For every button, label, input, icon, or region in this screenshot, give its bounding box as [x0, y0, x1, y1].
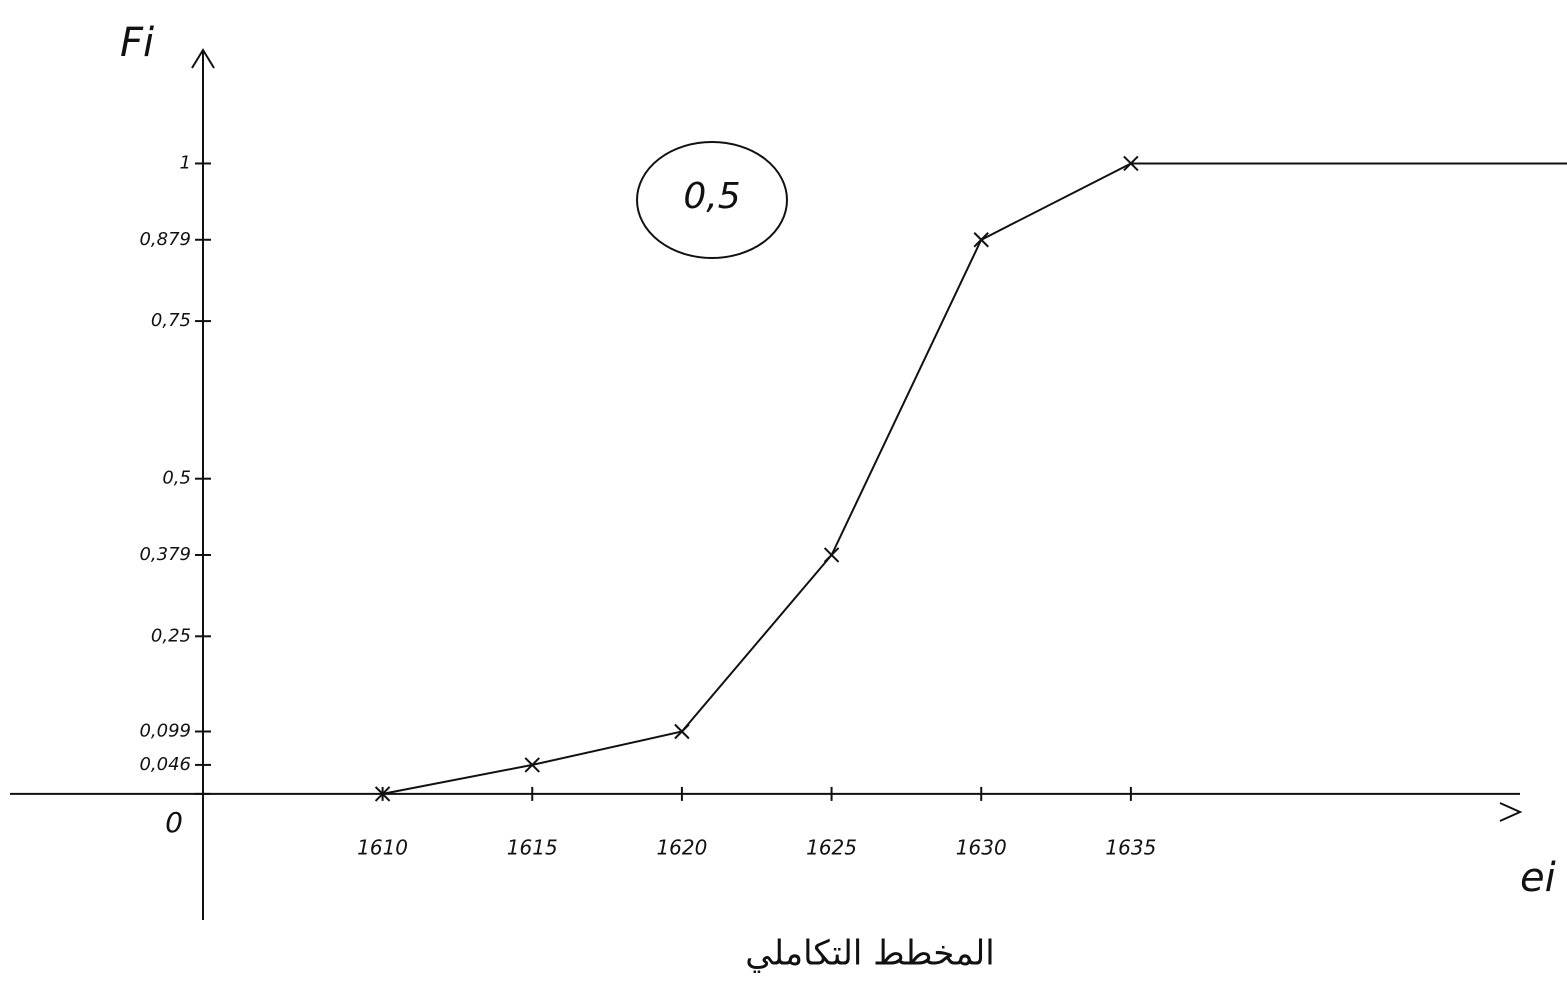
x-tick-label: 1630 [956, 835, 1007, 859]
x-tick-label: 1635 [1105, 835, 1156, 859]
x-tick-label: 1625 [806, 835, 857, 859]
point-marker [825, 548, 839, 562]
x-tick-label: 1615 [507, 835, 558, 859]
y-tick-label: 0,099 [139, 721, 191, 742]
y-tick-label: 1 [180, 152, 191, 173]
y-tick-label: 0,25 [151, 625, 191, 646]
y-tick-label: 0 [165, 806, 183, 839]
y-axis-label: Fi [120, 20, 154, 66]
x-axis-arrow [1500, 803, 1520, 821]
x-axis-label: ei [1520, 855, 1556, 901]
point-marker [974, 233, 988, 247]
cumulative-line [383, 164, 1131, 794]
y-tick-label: 0,379 [139, 544, 191, 565]
chart-title: المخطط التكاملي [745, 934, 994, 974]
x-tick-label: 1610 [357, 835, 408, 859]
y-tick-label: 0,75 [151, 310, 191, 331]
y-tick-label: 0,5 [162, 468, 191, 489]
annotation: 0,5 [683, 176, 740, 217]
point-marker [675, 725, 689, 739]
y-tick-label: 0,046 [139, 754, 191, 775]
y-tick-label: 0,879 [139, 229, 191, 250]
chart: Fi ei 0,5 المخطط التكاملي 0 0,046 0,099 0,2… [0, 0, 1567, 989]
x-tick-label: 1620 [656, 835, 707, 859]
